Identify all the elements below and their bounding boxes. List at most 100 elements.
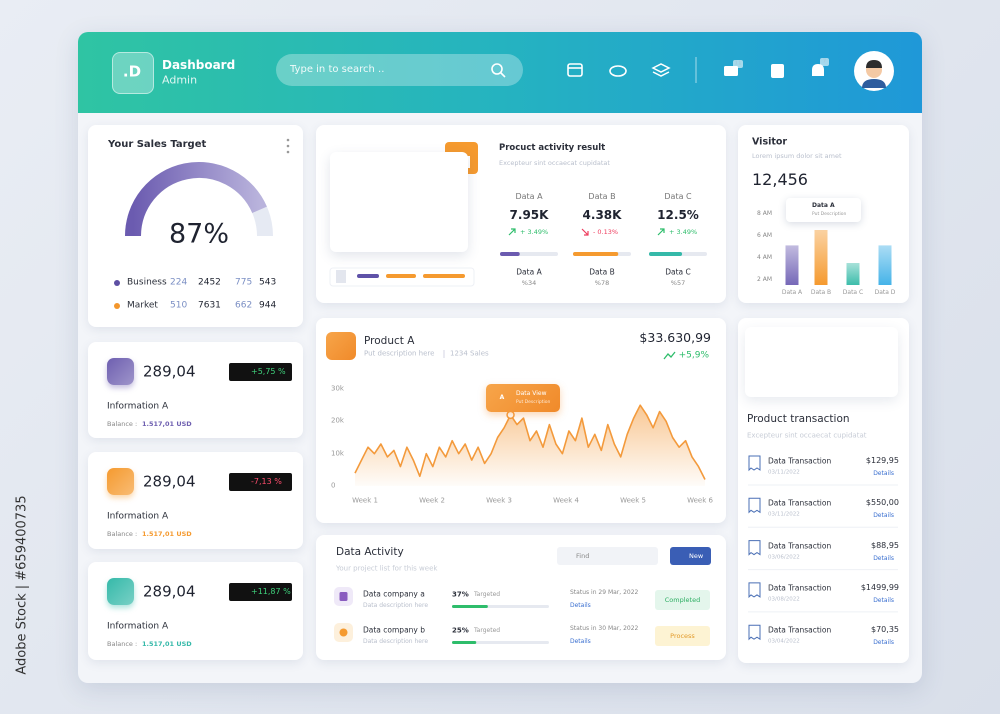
legend-dot xyxy=(114,303,120,309)
balance-label: Balance : xyxy=(107,419,138,428)
visitor-total: 12,456 xyxy=(752,170,808,189)
card-subtitle: Your project list for this week xyxy=(336,564,438,573)
progress-name: Data B xyxy=(589,267,615,277)
receipt-icon xyxy=(748,582,761,599)
row-target-label: Targeted xyxy=(474,591,501,598)
new-button[interactable] xyxy=(670,547,711,565)
status-badge-label: Completed xyxy=(664,595,701,604)
transaction-amount: $129,95 xyxy=(865,456,899,465)
info-title: Information A xyxy=(107,511,169,522)
tooltip xyxy=(486,384,560,412)
row-icon-glyph xyxy=(339,628,348,637)
card-title: Product transaction xyxy=(747,412,850,425)
metric-value: 7.95K xyxy=(509,208,549,222)
info-value: 289,04 xyxy=(143,582,196,601)
metric-value: 12.5% xyxy=(657,208,699,222)
legend-value: 7631 xyxy=(198,300,221,311)
progress-label: %57 xyxy=(670,278,686,287)
change-badge xyxy=(229,583,292,601)
search-box[interactable] xyxy=(276,54,523,86)
receipt-icon xyxy=(748,624,761,641)
illustration-seg xyxy=(386,274,416,278)
card-subtitle: 1234 Sales xyxy=(450,349,489,358)
balance-value: 1.517,01 USD xyxy=(142,419,192,428)
search-icon xyxy=(491,63,503,75)
balance-label: Balance : xyxy=(107,529,138,538)
legend-value: 510 xyxy=(170,300,188,311)
search-placeholder: Type in to search .. xyxy=(290,64,385,75)
transaction-name: Data Transaction xyxy=(768,498,832,508)
x-tick-label: Week 3 xyxy=(486,496,512,505)
illustration-card xyxy=(330,152,468,252)
info-value: 289,04 xyxy=(143,472,196,491)
change-value: +5,75 % xyxy=(251,367,286,376)
tooltip-title: Data A xyxy=(812,202,835,209)
info-title: Information A xyxy=(107,621,169,632)
coin-icon xyxy=(609,65,627,77)
avatar-body xyxy=(862,79,886,88)
row-name: Data company a xyxy=(363,589,425,599)
tooltip-badge: A xyxy=(499,394,505,401)
line xyxy=(354,404,706,480)
card-title: Procuct activity result xyxy=(499,142,606,153)
legend-name: Business xyxy=(127,277,167,288)
gauge-label: 87% xyxy=(168,218,230,250)
transaction-details: Details xyxy=(873,596,894,604)
transaction-date: 03/06/2022 xyxy=(768,553,800,560)
legend-dot xyxy=(114,280,120,286)
find-placeholder: Find xyxy=(576,551,590,560)
y-tick-label: 6 AM xyxy=(756,231,772,239)
x-tick-label: Week 4 xyxy=(553,496,579,505)
x-tick-label: Data C xyxy=(842,289,864,296)
card-title: Product A xyxy=(364,334,415,347)
legend-value: 662 xyxy=(235,300,253,311)
y-tick-label: 4 AM xyxy=(756,253,772,261)
y-tick-label: 2 AM xyxy=(756,275,772,283)
metric-change: + 3.49% xyxy=(520,227,549,236)
info-icon xyxy=(107,468,134,495)
y-tick-label: 8 AM xyxy=(756,209,772,217)
illustration-seg xyxy=(357,274,379,278)
info-icon xyxy=(107,578,134,605)
menu-dot xyxy=(286,150,290,154)
card-subtitle: Lorem ipsum dolor sit amet xyxy=(752,151,842,160)
info-icon xyxy=(107,358,134,385)
row-details: Details xyxy=(570,638,591,645)
balance-label: Balance : xyxy=(107,639,138,648)
tooltip xyxy=(786,198,861,222)
card-subtitle: Put description here xyxy=(364,349,435,358)
balance-value: 1.517,01 USD xyxy=(142,529,192,538)
x-tick-label: Week 6 xyxy=(687,496,713,505)
row-name: Data company b xyxy=(363,625,426,635)
progress-label: %34 xyxy=(521,278,537,287)
transaction-details: Details xyxy=(873,512,894,520)
change-value: +11,87 % xyxy=(251,587,291,596)
amount: $33.630,99 xyxy=(639,329,711,345)
transaction-date: 03/11/2022 xyxy=(768,511,800,518)
header-title: Dashboard xyxy=(162,58,236,72)
change: +5,9% xyxy=(678,350,709,361)
row-status: Status in 30 Mar, 2022 xyxy=(570,625,639,632)
area xyxy=(355,405,705,486)
find-box[interactable] xyxy=(557,547,658,565)
user-icon xyxy=(771,64,784,78)
tooltip-text: Put Description xyxy=(812,211,847,217)
progress-name: Data C xyxy=(665,267,691,277)
search-icon-handle xyxy=(500,72,506,78)
illustration-bar xyxy=(467,156,470,168)
avatar-hair xyxy=(866,60,882,68)
metric-change: + 3.49% xyxy=(669,227,698,236)
y-tick-label: 10k xyxy=(331,449,344,458)
y-tick-label: 0 xyxy=(331,481,336,490)
metric-change: - 0.13% xyxy=(593,227,619,236)
layers-icon xyxy=(651,63,671,77)
progress-fill xyxy=(452,605,488,608)
progress-fill xyxy=(649,252,683,256)
bar xyxy=(846,263,860,285)
info-title: Information A xyxy=(107,401,169,412)
x-tick-label: Data A xyxy=(781,289,803,296)
status-badge-label: Process xyxy=(670,631,695,640)
metric-name: Data A xyxy=(515,192,543,201)
illustration-card xyxy=(745,327,898,397)
trend-arrow xyxy=(581,228,589,236)
